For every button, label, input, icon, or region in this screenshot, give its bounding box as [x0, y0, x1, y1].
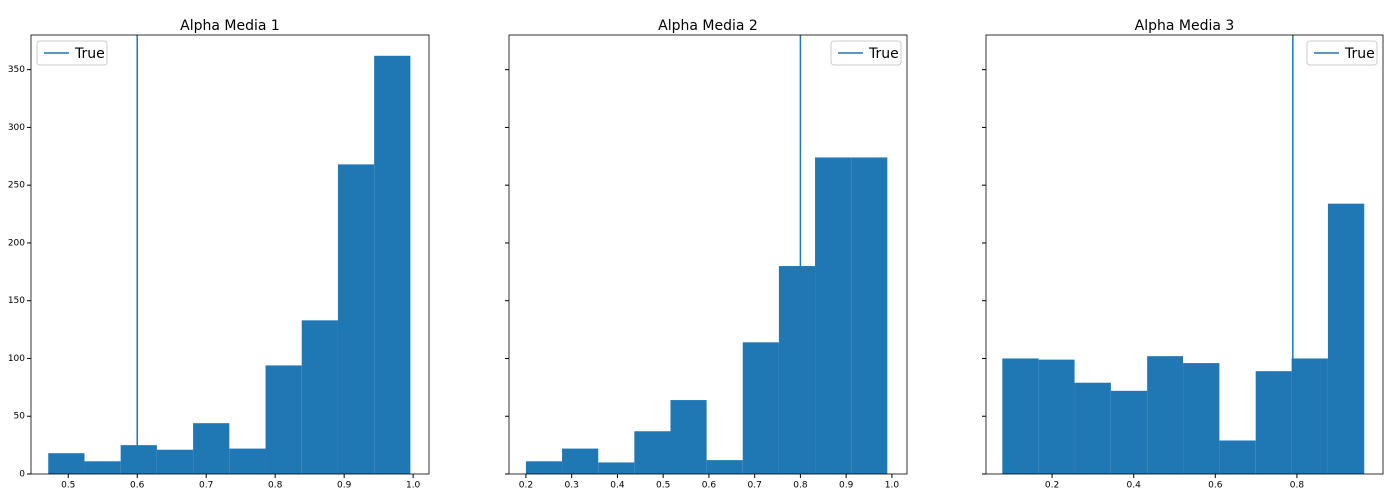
- bar: [1255, 371, 1292, 474]
- bar: [1038, 359, 1075, 474]
- bar: [301, 320, 338, 474]
- y-tick-label: 300: [8, 123, 25, 133]
- bar: [778, 266, 816, 474]
- axes-frame: [508, 34, 908, 475]
- x-tick-label: 0.8: [1290, 481, 1305, 491]
- legend-label: True: [868, 46, 899, 62]
- x-tick-label: 0.5: [656, 481, 670, 491]
- chart-title: Alpha Media 1: [180, 18, 280, 34]
- y-tick-label: 200: [8, 238, 25, 248]
- y-tick-label: 100: [8, 354, 25, 364]
- bar: [525, 461, 563, 474]
- bar: [265, 365, 302, 474]
- bar: [851, 157, 888, 475]
- legend-box: [1306, 40, 1378, 66]
- legend-label: True: [1344, 46, 1375, 62]
- y-tick-label: 150: [8, 296, 25, 306]
- bar: [120, 445, 157, 474]
- x-tick-label: 0.9: [337, 481, 352, 491]
- y-tick-label: 0: [19, 470, 25, 480]
- x-tick-label: 0.2: [1045, 481, 1059, 491]
- bar: [598, 462, 635, 474]
- y-tick-label: 350: [8, 65, 25, 75]
- x-tick-label: 0.7: [199, 481, 213, 491]
- bar: [1291, 358, 1328, 474]
- legend-box: [36, 40, 108, 66]
- bar: [374, 55, 411, 474]
- bar: [1002, 358, 1039, 474]
- legend-box: [830, 40, 902, 66]
- x-tick-label: 0.4: [610, 481, 625, 491]
- x-tick-label: 1.0: [885, 481, 900, 491]
- x-tick-label: 0.3: [565, 481, 579, 491]
- bar: [48, 453, 85, 474]
- bar: [742, 342, 779, 474]
- x-tick-label: 0.9: [839, 481, 854, 491]
- chart-title: Alpha Media 3: [1135, 18, 1235, 34]
- x-tick-label: 0.8: [793, 481, 808, 491]
- axes-frame: [985, 34, 1384, 475]
- x-tick-label: 1.0: [406, 481, 421, 491]
- bar: [815, 157, 852, 475]
- x-tick-label: 0.6: [1208, 481, 1223, 491]
- y-tick-label: 250: [8, 181, 25, 191]
- bar: [84, 461, 121, 474]
- x-tick-label: 0.4: [1127, 481, 1142, 491]
- bar: [229, 448, 266, 474]
- x-tick-label: 0.6: [130, 481, 145, 491]
- bar: [1147, 356, 1184, 474]
- legend-label: True: [74, 46, 105, 62]
- bar: [634, 431, 671, 474]
- x-tick-label: 0.6: [702, 481, 717, 491]
- y-tick-label: 50: [14, 412, 26, 422]
- bar: [1327, 203, 1365, 474]
- x-tick-label: 0.8: [268, 481, 283, 491]
- bar: [562, 448, 599, 474]
- bar: [670, 400, 707, 474]
- x-tick-label: 0.7: [747, 481, 761, 491]
- bar: [1110, 390, 1148, 474]
- bar: [1183, 363, 1220, 474]
- bar: [1074, 382, 1111, 474]
- bar: [156, 449, 194, 474]
- bar: [706, 460, 743, 474]
- x-tick-label: 0.5: [61, 481, 75, 491]
- axes-frame: [30, 34, 430, 475]
- bar: [1219, 440, 1256, 474]
- chart-title: Alpha Media 2: [658, 18, 758, 34]
- x-tick-label: 0.2: [519, 481, 533, 491]
- bar: [337, 164, 375, 475]
- bar: [193, 423, 230, 474]
